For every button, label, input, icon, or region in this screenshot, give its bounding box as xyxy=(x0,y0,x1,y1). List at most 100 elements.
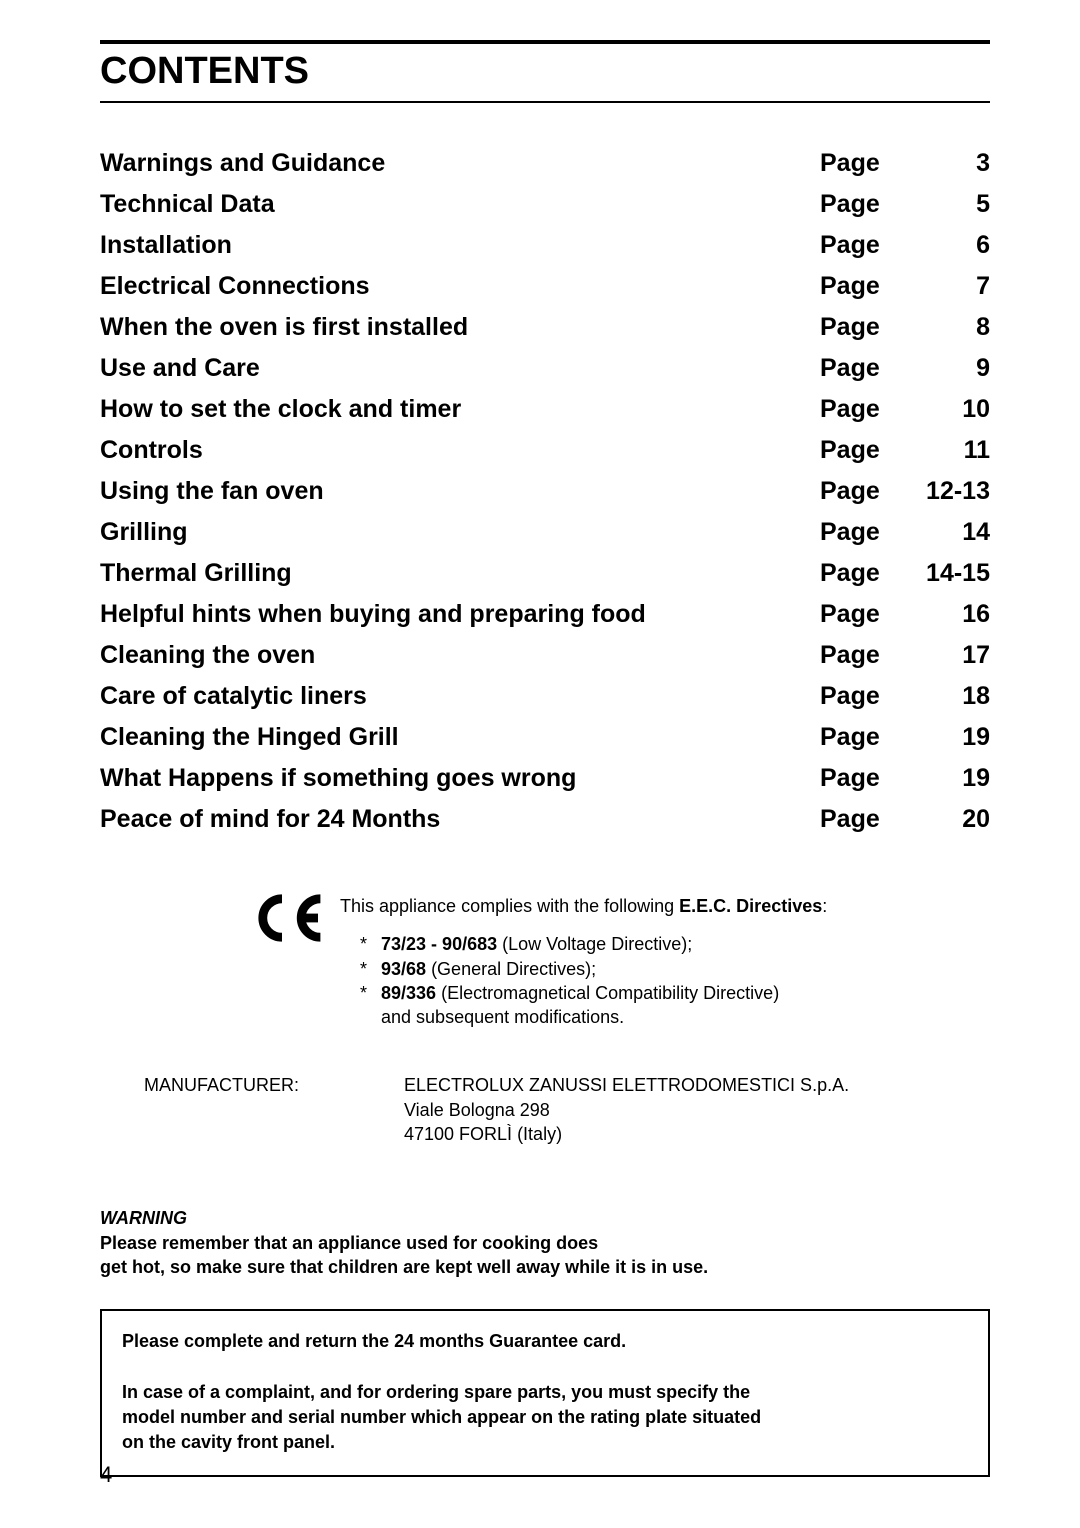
toc-page-label: Page xyxy=(820,641,900,670)
table-of-contents: Warnings and GuidancePage3 Technical Data… xyxy=(100,149,990,834)
box-line4: on the cavity front panel. xyxy=(122,1430,968,1455)
page-number: 4 xyxy=(100,1462,112,1488)
warning-heading: WARNING xyxy=(100,1206,990,1230)
toc-page-label: Page xyxy=(820,436,900,465)
compliance-intro: This appliance complies with the followi… xyxy=(340,894,827,918)
toc-page-label: Page xyxy=(820,764,900,793)
compliance-block: This appliance complies with the followi… xyxy=(250,894,990,1029)
toc-page-label: Page xyxy=(820,395,900,424)
compliance-trailer-text: and subsequent modifications. xyxy=(381,1005,624,1029)
box-line1: Please complete and return the 24 months… xyxy=(122,1329,968,1354)
toc-page-number: 9 xyxy=(900,354,990,383)
toc-page-label: Page xyxy=(820,805,900,834)
compliance-item: * 73/23 - 90/683 (Low Voltage Directive); xyxy=(360,932,827,956)
compliance-item-text: 73/23 - 90/683 (Low Voltage Directive); xyxy=(381,932,692,956)
toc-page-number: 18 xyxy=(900,682,990,711)
compliance-item-text: 89/336 (Electromagnetical Compatibility … xyxy=(381,981,779,1005)
toc-row: Electrical ConnectionsPage7 xyxy=(100,272,990,301)
warning-line2: get hot, so make sure that children are … xyxy=(100,1255,990,1279)
toc-title: Grilling xyxy=(100,518,820,547)
toc-title: Cleaning the oven xyxy=(100,641,820,670)
compliance-item: * 93/68 (General Directives); xyxy=(360,957,827,981)
bullet-asterisk: * xyxy=(360,981,367,1005)
toc-page-number: 11 xyxy=(900,436,990,465)
toc-title: Care of catalytic liners xyxy=(100,682,820,711)
bullet-asterisk: * xyxy=(360,957,367,981)
toc-title: Using the fan oven xyxy=(100,477,820,506)
toc-page-number: 12-13 xyxy=(900,477,990,506)
warning-block: WARNING Please remember that an applianc… xyxy=(100,1206,990,1279)
box-line3: model number and serial number which app… xyxy=(122,1405,968,1430)
toc-page-label: Page xyxy=(820,149,900,178)
toc-page-label: Page xyxy=(820,354,900,383)
toc-page-number: 7 xyxy=(900,272,990,301)
toc-row: Thermal GrillingPage14-15 xyxy=(100,559,990,588)
toc-row: How to set the clock and timerPage10 xyxy=(100,395,990,424)
toc-title: Warnings and Guidance xyxy=(100,149,820,178)
toc-page-label: Page xyxy=(820,600,900,629)
compliance-intro-prefix: This appliance complies with the followi… xyxy=(340,896,679,916)
toc-page-number: 6 xyxy=(900,231,990,260)
bullet-asterisk: * xyxy=(360,932,367,956)
toc-page-number: 19 xyxy=(900,723,990,752)
toc-row: GrillingPage14 xyxy=(100,518,990,547)
toc-page-number: 19 xyxy=(900,764,990,793)
manufacturer-details: ELECTROLUX ZANUSSI ELETTRODOMESTICI S.p.… xyxy=(404,1073,849,1146)
toc-title: Thermal Grilling xyxy=(100,559,820,588)
toc-title: When the oven is first installed xyxy=(100,313,820,342)
toc-title: How to set the clock and timer xyxy=(100,395,820,424)
toc-row: What Happens if something goes wrongPage… xyxy=(100,764,990,793)
toc-page-number: 20 xyxy=(900,805,990,834)
toc-page-label: Page xyxy=(820,682,900,711)
compliance-item-text: 93/68 (General Directives); xyxy=(381,957,596,981)
toc-row: Using the fan ovenPage12-13 xyxy=(100,477,990,506)
page-title: CONTENTS xyxy=(100,50,990,93)
manufacturer-line2: Viale Bologna 298 xyxy=(404,1098,849,1122)
toc-row: Helpful hints when buying and preparing … xyxy=(100,600,990,629)
compliance-intro-bold: E.E.C. Directives xyxy=(679,896,822,916)
toc-row: Warnings and GuidancePage3 xyxy=(100,149,990,178)
toc-title: Installation xyxy=(100,231,820,260)
toc-title: Use and Care xyxy=(100,354,820,383)
toc-row: InstallationPage6 xyxy=(100,231,990,260)
toc-page-label: Page xyxy=(820,272,900,301)
toc-page-number: 14 xyxy=(900,518,990,547)
guarantee-box: Please complete and return the 24 months… xyxy=(100,1309,990,1477)
toc-row: Use and CarePage9 xyxy=(100,354,990,383)
toc-title: Electrical Connections xyxy=(100,272,820,301)
toc-title: Technical Data xyxy=(100,190,820,219)
compliance-text: This appliance complies with the followi… xyxy=(340,894,827,1029)
toc-page-label: Page xyxy=(820,559,900,588)
manufacturer-block: MANUFACTURER: ELECTROLUX ZANUSSI ELETTRO… xyxy=(144,1073,990,1146)
compliance-item: * 89/336 (Electromagnetical Compatibility… xyxy=(360,981,827,1005)
toc-page-number: 16 xyxy=(900,600,990,629)
toc-row: Peace of mind for 24 MonthsPage20 xyxy=(100,805,990,834)
rule-bottom xyxy=(100,101,990,103)
compliance-intro-suffix: : xyxy=(822,896,827,916)
toc-row: ControlsPage11 xyxy=(100,436,990,465)
toc-page-number: 14-15 xyxy=(900,559,990,588)
toc-page-label: Page xyxy=(820,231,900,260)
toc-page-number: 10 xyxy=(900,395,990,424)
toc-row: When the oven is first installedPage8 xyxy=(100,313,990,342)
manufacturer-label: MANUFACTURER: xyxy=(144,1073,404,1146)
document-page: CONTENTS Warnings and GuidancePage3 Techn… xyxy=(0,0,1080,1528)
toc-page-label: Page xyxy=(820,477,900,506)
toc-row: Cleaning the Hinged GrillPage19 xyxy=(100,723,990,752)
toc-row: Cleaning the ovenPage17 xyxy=(100,641,990,670)
toc-page-number: 8 xyxy=(900,313,990,342)
ce-mark-icon xyxy=(250,894,340,1029)
toc-page-number: 5 xyxy=(900,190,990,219)
toc-page-label: Page xyxy=(820,518,900,547)
manufacturer-line1: ELECTROLUX ZANUSSI ELETTRODOMESTICI S.p.… xyxy=(404,1073,849,1097)
toc-row: Technical DataPage5 xyxy=(100,190,990,219)
toc-title: Controls xyxy=(100,436,820,465)
toc-title: What Happens if something goes wrong xyxy=(100,764,820,793)
toc-page-number: 17 xyxy=(900,641,990,670)
toc-page-label: Page xyxy=(820,313,900,342)
manufacturer-line3: 47100 FORLÌ (Italy) xyxy=(404,1122,849,1146)
toc-title: Cleaning the Hinged Grill xyxy=(100,723,820,752)
toc-title: Helpful hints when buying and preparing … xyxy=(100,600,820,629)
toc-title: Peace of mind for 24 Months xyxy=(100,805,820,834)
rule-top xyxy=(100,40,990,44)
